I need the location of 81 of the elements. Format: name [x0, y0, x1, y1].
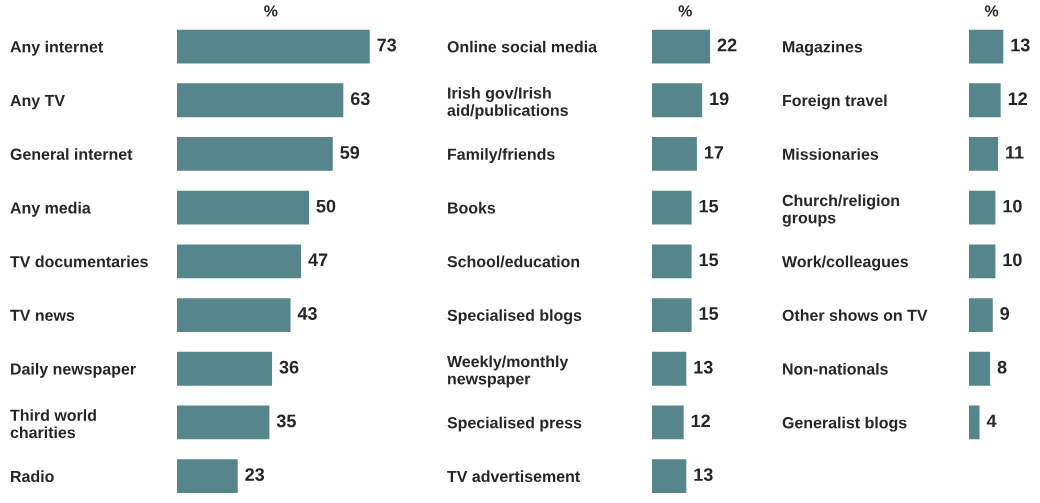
chart-title: % [678, 5, 692, 17]
bar [177, 298, 291, 332]
y-tick-label: Daily newspaper [11, 362, 136, 378]
bar [969, 190, 996, 225]
data-label: 63 [350, 92, 370, 106]
bar [177, 459, 238, 494]
y-tick-label: Specialised blogs [447, 309, 582, 325]
data-label: 15 [699, 253, 719, 267]
y-tick-label: Radio [11, 470, 54, 483]
y-tick-label: Foreign travel [783, 94, 887, 110]
y-tick-label: Generalist blogs [782, 416, 907, 432]
bar [969, 405, 980, 440]
bar [177, 29, 370, 64]
y-tick-label: Non-nationals [783, 362, 888, 375]
bar [969, 298, 993, 332]
bar [969, 351, 991, 386]
bar [652, 459, 687, 494]
data-label: 47 [308, 253, 328, 267]
bar [969, 83, 1001, 118]
data-label: 35 [276, 414, 296, 428]
data-label: 15 [699, 199, 719, 213]
y-tick-label: Weekly/monthly newspaper [447, 355, 569, 388]
y-tick-label: General internet [10, 148, 133, 160]
data-label: 73 [377, 38, 397, 52]
y-tick-label: TV documentaries [10, 255, 148, 268]
y-tick-label: Other shows on TV [782, 309, 928, 321]
data-label: 43 [297, 307, 317, 320]
data-label: 11 [1006, 146, 1024, 159]
bar [652, 405, 684, 440]
data-label: 17 [704, 146, 724, 159]
bar [969, 244, 996, 279]
data-label: 12 [1008, 92, 1027, 105]
data-label: 10 [1003, 253, 1022, 267]
y-tick-label: Specialised press [447, 416, 582, 432]
bar [969, 29, 1004, 64]
bar [177, 83, 344, 118]
data-label: 13 [1011, 38, 1030, 52]
data-label: 22 [717, 38, 737, 52]
y-tick-label: Irish gov/Irish aid/publications [447, 86, 568, 120]
bar [652, 351, 687, 386]
data-label: 59 [340, 146, 360, 159]
bar [969, 137, 999, 171]
data-label: 10 [1003, 199, 1022, 213]
data-label: 13 [694, 468, 713, 482]
bar [652, 29, 711, 64]
chart-title: % [984, 5, 999, 17]
y-tick-label: TV news [10, 309, 75, 321]
data-label: 9 [1000, 307, 1010, 320]
y-tick-label: School/education [447, 255, 580, 268]
y-tick-label: Magazines [783, 40, 863, 56]
data-label: 8 [997, 360, 1007, 374]
bar [652, 137, 697, 171]
y-tick-label: Missionaries [783, 148, 879, 160]
data-label: 4 [986, 414, 997, 428]
data-label: 36 [279, 360, 299, 374]
y-tick-label: Books [448, 201, 496, 214]
bar [177, 190, 309, 225]
y-tick-label: Third world charities [10, 409, 96, 439]
bar [652, 298, 692, 332]
y-tick-label: Any internet [10, 40, 103, 56]
y-tick-label: Any TV [10, 95, 65, 110]
bar [652, 83, 703, 118]
bar [177, 405, 270, 440]
data-label: 15 [699, 307, 719, 320]
data-label: 19 [710, 92, 729, 106]
bar [177, 351, 273, 386]
y-tick-label: Online social media [447, 40, 598, 53]
bar [177, 244, 302, 279]
y-tick-label: Any media [10, 201, 91, 217]
bar [652, 190, 692, 225]
y-tick-label: Work/colleagues [782, 255, 908, 271]
y-tick-label: Church/religion groups [782, 194, 900, 227]
bar [177, 137, 333, 171]
bar [652, 244, 692, 279]
data-label: 12 [691, 414, 710, 428]
data-label: 13 [694, 360, 713, 374]
chart-title: % [264, 5, 278, 17]
y-tick-label: TV advertisement [447, 470, 580, 483]
data-label: 23 [245, 468, 265, 482]
y-tick-label: Family/friends [448, 148, 555, 164]
data-label: 50 [316, 199, 336, 213]
